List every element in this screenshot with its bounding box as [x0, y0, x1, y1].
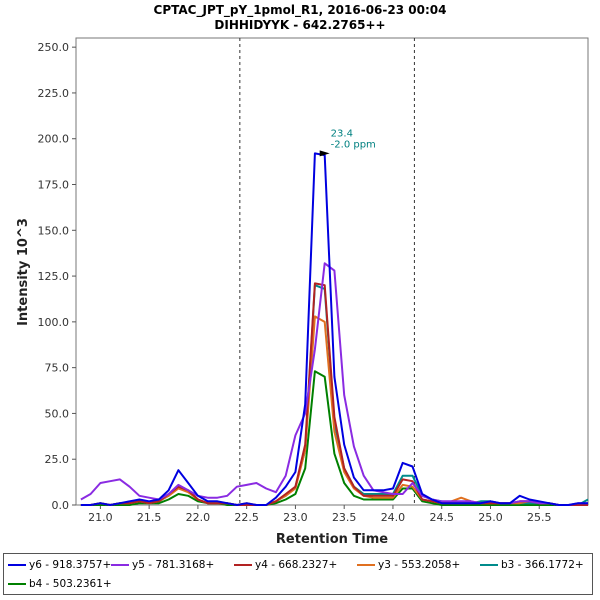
y-tick-label: 50.0	[45, 407, 70, 420]
peak-annotation: 23.4 -2.0 ppm	[319, 128, 376, 157]
chart-title: CPTAC_JPT_pY_1pmol_R1, 2016-06-23 00:04	[154, 3, 447, 18]
legend-label: y5 - 781.3168+	[132, 559, 215, 571]
legend-swatch	[8, 564, 26, 566]
legend-entry: y3 - 553.2058+	[357, 559, 460, 571]
legend-label: b3 - 366.1772+	[501, 559, 584, 571]
legend-label: b4 - 503.2361+	[29, 578, 112, 590]
series-line	[80, 370, 588, 506]
y-axis-label: Intensity 10^3	[16, 218, 31, 326]
x-tick-label: 24.5	[429, 511, 454, 524]
y-tick-label: 200.0	[38, 133, 70, 146]
y-tick-label: 175.0	[38, 179, 70, 192]
y-tick-label: 125.0	[38, 270, 70, 283]
series-layer	[80, 152, 589, 506]
x-tick-label: 22.5	[234, 511, 259, 524]
x-tick-label: 24.0	[381, 511, 406, 524]
x-tick-label: 21.5	[137, 511, 162, 524]
legend-entry: b3 - 366.1772+	[480, 559, 584, 571]
legend-label: y3 - 553.2058+	[378, 559, 461, 571]
x-tick-label: 25.5	[527, 511, 552, 524]
peak-rt-label: 23.4	[331, 128, 353, 139]
legend-swatch	[480, 564, 498, 566]
legend-label: y6 - 918.3757+	[29, 559, 112, 571]
legend-entry: y6 - 918.3757+	[8, 559, 111, 571]
y-tick-label: 150.0	[38, 224, 70, 237]
legend-entry: y5 - 781.3168+	[111, 559, 214, 571]
legend-swatch	[111, 564, 129, 566]
y-tick-label: 0.0	[52, 499, 70, 512]
x-tick-label: 21.0	[88, 511, 113, 524]
x-tick-label: 25.0	[478, 511, 503, 524]
legend-swatch	[357, 564, 375, 566]
legend-entry: y4 - 668.2327+	[234, 559, 337, 571]
y-tick-label: 25.0	[45, 453, 70, 466]
legend: y6 - 918.3757+ y5 - 781.3168+ y4 - 668.232…	[3, 553, 593, 595]
legend-label: y4 - 668.2327+	[255, 559, 338, 571]
peak-ppm-label: -2.0 ppm	[331, 139, 376, 150]
y-tick-label: 225.0	[38, 87, 70, 100]
x-tick-label: 23.5	[332, 511, 357, 524]
legend-entry: b4 - 503.2361+	[8, 578, 112, 590]
legend-swatch	[8, 583, 26, 585]
y-tick-label: 100.0	[38, 316, 70, 329]
x-tick-label: 22.0	[186, 511, 211, 524]
x-axis: 21.0 21.5 22.0 22.5 23.0 23.5 24.0 24.5 25.0 25.5	[88, 505, 551, 524]
chart-subtitle: DIHHIDYYK - 642.2765++	[214, 18, 385, 32]
peak-marker	[319, 150, 330, 157]
y-axis: 0.0 25.0 50.0 75.0 100.0 125.0 150.0 175.0 200.0…	[38, 41, 76, 512]
legend-swatch	[234, 564, 252, 566]
y-tick-label: 250.0	[38, 41, 70, 54]
x-tick-label: 23.0	[283, 511, 308, 524]
y-tick-label: 75.0	[45, 362, 70, 375]
series-line	[80, 152, 588, 506]
x-axis-label: Retention Time	[276, 532, 388, 547]
